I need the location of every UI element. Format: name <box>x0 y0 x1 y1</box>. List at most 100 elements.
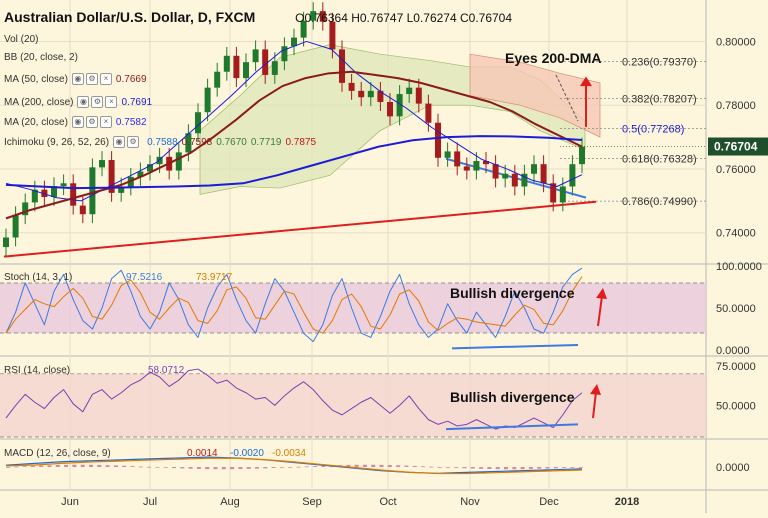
time-axis-label: Sep <box>302 496 322 508</box>
macd-bar <box>213 467 218 470</box>
indicator-label: MA (200, close) <box>4 96 74 108</box>
eye-icon[interactable]: ◉ <box>71 73 84 85</box>
indicator-ichimoku[interactable]: Ichimoku (9, 26, 52, 26) ◉ ⚙ 0.7588 0.7598… <box>4 136 316 148</box>
macd-bar <box>296 466 301 468</box>
macd-bar <box>138 466 143 468</box>
candle-body <box>502 173 509 179</box>
stoch-arrow-shaft <box>597 295 603 327</box>
stoch-arrow-head <box>596 288 607 299</box>
rsi-divergence-label: Bullish divergence <box>450 389 575 405</box>
macd-bar <box>495 467 500 470</box>
candle-body <box>137 171 144 177</box>
candle-body <box>147 164 153 172</box>
close-icon[interactable]: × <box>99 73 112 85</box>
candle-body <box>396 94 403 117</box>
last-price-badge <box>708 137 768 156</box>
indicator-label: BB (20, close, 2) <box>4 52 78 63</box>
indicator-bb[interactable]: BB (20, close, 2) <box>4 52 78 63</box>
macd-bar <box>570 467 575 468</box>
macd-bar <box>346 464 351 467</box>
rsi-tick-label: 75.0000 <box>716 361 756 373</box>
macd-signal-line <box>5 457 583 475</box>
macd-bar <box>147 466 152 468</box>
time-axis-label: Oct <box>379 496 396 508</box>
macd-bar <box>479 467 484 469</box>
fib-level-label: 0.618(0.76328) <box>622 154 697 166</box>
time-axis-label: 2018 <box>615 496 639 508</box>
macd-bar <box>429 466 434 468</box>
fib-level-label: 0.786(0.74990) <box>622 196 697 208</box>
candle-body <box>70 183 77 206</box>
indicator-label: Ichimoku (9, 26, 52, 26) <box>4 136 110 148</box>
candle-body <box>319 11 326 22</box>
candle-body <box>12 215 19 238</box>
eye-icon[interactable]: ◉ <box>113 136 126 148</box>
macd-bar <box>64 464 69 467</box>
macd-bar <box>362 464 367 467</box>
stoch-divergence-line <box>451 343 579 350</box>
indicator-buttons[interactable]: ◉ ⚙ × <box>77 96 118 108</box>
candle-body <box>195 112 201 134</box>
settings-icon[interactable]: ⚙ <box>85 116 98 128</box>
settings-icon[interactable]: ⚙ <box>127 136 140 148</box>
last-price-label: 0.76704 <box>714 140 758 154</box>
candle-body <box>473 160 480 171</box>
indicator-ma50[interactable]: MA (50, close) ◉ ⚙ × 0.7669 <box>4 73 147 85</box>
candle-body <box>51 186 57 198</box>
fib-level-label: 0.5(0.77268) <box>622 124 684 136</box>
candle-body <box>454 151 461 167</box>
indicator-buttons[interactable]: ◉ ⚙ × <box>71 116 112 128</box>
macd-label: MACD (12, 26, close, 9) <box>4 448 111 459</box>
candle-body <box>329 21 336 50</box>
candle-body <box>79 205 86 215</box>
settings-icon[interactable]: ⚙ <box>91 96 104 108</box>
rsi-arrow-head <box>590 384 601 395</box>
macd-bar <box>221 467 226 470</box>
candle-body <box>483 160 489 165</box>
candle-body <box>243 62 249 79</box>
indicator-vol[interactable]: Vol (20) <box>4 34 38 45</box>
candle-body <box>435 122 441 158</box>
indicator-buttons[interactable]: ◉ ⚙ <box>113 136 140 148</box>
macd-bar <box>396 465 401 467</box>
macd-bar <box>39 465 44 467</box>
macd-bar <box>238 467 243 470</box>
macd-bar <box>387 465 392 467</box>
candle-body <box>118 186 125 193</box>
candle-body <box>550 183 557 203</box>
close-icon[interactable]: × <box>105 96 118 108</box>
chart-header: Australian Dollar/U.S. Dollar, D, FXCM O… <box>4 9 512 25</box>
candle-body <box>41 189 48 198</box>
eye-icon[interactable]: ◉ <box>77 96 90 108</box>
ichimoku-value: 0.7670 <box>216 136 247 148</box>
macd-bar <box>105 465 110 467</box>
candle-body <box>291 37 297 47</box>
macd-bar <box>246 467 251 469</box>
macd-bar <box>445 467 450 468</box>
settings-icon[interactable]: ⚙ <box>85 73 98 85</box>
eye-icon[interactable]: ◉ <box>71 116 84 128</box>
indicator-buttons[interactable]: ◉ ⚙ × <box>71 73 112 85</box>
rsi-tick-label: 50.0000 <box>716 400 756 412</box>
ma200-line <box>5 135 583 190</box>
macd-value: -0.0020 <box>230 448 264 459</box>
candle-body <box>463 166 470 171</box>
indicator-ma200[interactable]: MA (200, close) ◉ ⚙ × 0.7691 <box>4 96 152 108</box>
time-axis-label: Nov <box>460 496 480 508</box>
macd-bar <box>537 467 542 469</box>
macd-value: 0.0014 <box>187 448 218 459</box>
close-icon[interactable]: × <box>99 116 112 128</box>
macd-bar <box>14 466 19 468</box>
macd-line <box>5 456 583 474</box>
candle-body <box>31 189 38 203</box>
macd-bar <box>437 467 442 468</box>
indicator-ma20[interactable]: MA (20, close) ◉ ⚙ × 0.7582 <box>4 116 147 128</box>
stoch-k-value: 97.5216 <box>126 272 163 283</box>
macd-bar <box>421 466 425 468</box>
ichimoku-cloud-bearish <box>469 53 601 138</box>
stoch-d-value: 73.9717 <box>196 272 233 283</box>
candle-body <box>310 11 317 21</box>
candle-body <box>425 103 432 123</box>
macd-bar <box>487 467 492 470</box>
candle-body <box>175 152 182 171</box>
